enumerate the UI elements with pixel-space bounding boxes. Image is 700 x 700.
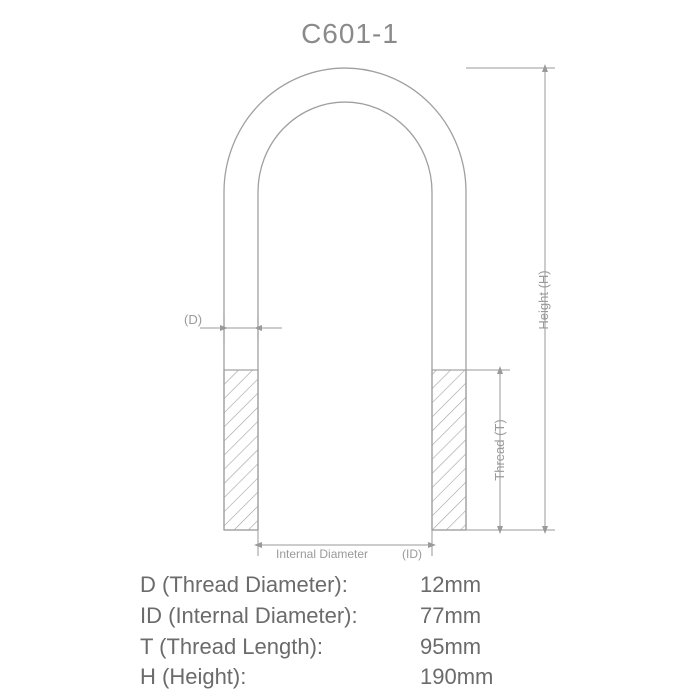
dim-ID-short-label: (ID): [402, 547, 422, 561]
spec-T-label: T (Thread Length):: [140, 632, 420, 663]
dim-ID-long-label: Internal Diameter: [276, 547, 368, 561]
ubolt-shape: [224, 68, 466, 530]
spec-D-label: D (Thread Diameter):: [140, 570, 420, 601]
dim-T-label: Thread (T): [492, 419, 507, 480]
spec-D-value: 12mm: [420, 570, 510, 601]
diagram-container: C601-1: [0, 0, 700, 700]
spec-ID-value: 77mm: [420, 601, 510, 632]
spec-table: D (Thread Diameter): 12mm ID (Internal D…: [140, 570, 510, 693]
spec-row-T: T (Thread Length): 95mm: [140, 632, 510, 663]
spec-row-D: D (Thread Diameter): 12mm: [140, 570, 510, 601]
spec-row-ID: ID (Internal Diameter): 77mm: [140, 601, 510, 632]
spec-H-value: 190mm: [420, 662, 510, 693]
thread-hatch: [224, 370, 466, 530]
spec-row-H: H (Height): 190mm: [140, 662, 510, 693]
spec-T-value: 95mm: [420, 632, 510, 663]
spec-ID-label: ID (Internal Diameter):: [140, 601, 420, 632]
dim-D-label: (D): [184, 312, 202, 327]
dim-D: [200, 315, 282, 342]
dim-H-label: Height (H): [536, 270, 551, 329]
spec-H-label: H (Height):: [140, 662, 420, 693]
